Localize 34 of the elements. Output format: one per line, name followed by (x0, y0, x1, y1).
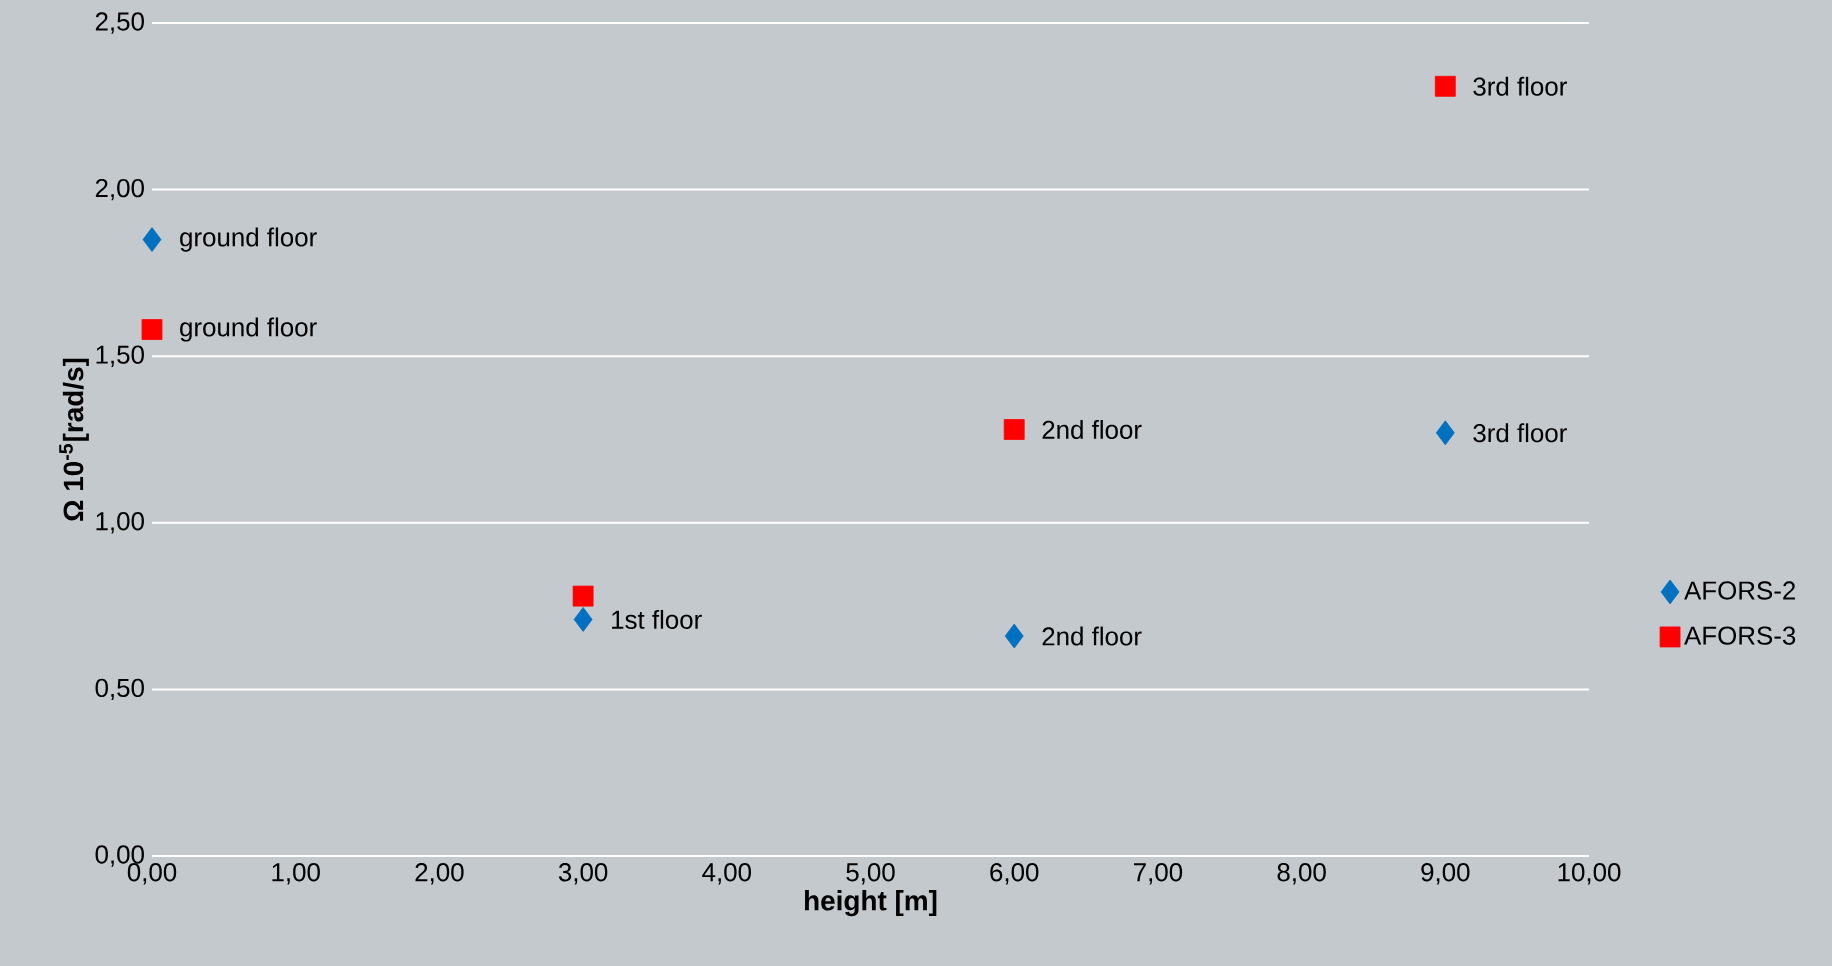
x-axis-title: height [m] (805, 890, 937, 917)
x-tick-label: 8,00 (1277, 863, 1326, 885)
annotation: ground floor (180, 227, 317, 252)
annotation: 3rd floor (1473, 76, 1567, 96)
y-tick-label: 1,00 (96, 512, 144, 534)
point (1435, 420, 1455, 446)
annotation: 2nd floor (1042, 626, 1142, 646)
point (141, 319, 163, 340)
x-tick-label: 10,00 (1558, 863, 1621, 885)
x-tick-label: 2,00 (415, 863, 464, 885)
annotation: 2nd floor (1042, 419, 1142, 440)
annotation: 3rd floor (1473, 423, 1567, 443)
point (1004, 623, 1024, 649)
x-tick-label: 7,00 (1134, 863, 1183, 885)
annotation: ground floor (180, 317, 317, 342)
x-tick-label: 1,00 (272, 863, 320, 885)
x-tick-label: 9,00 (1421, 863, 1470, 885)
y-axis-title: Ω 10$^{-5}$[rad/s] (59, 358, 89, 521)
x-tick-label: 6,00 (990, 863, 1039, 885)
point (142, 227, 162, 252)
legend-label: AFORS-2 (1684, 581, 1795, 600)
y-tick-label: 0,50 (95, 678, 144, 701)
x-tick-label: 4,00 (702, 863, 752, 885)
y-tick-label: 2,50 (95, 12, 144, 34)
point (1003, 419, 1025, 440)
y-tick-label: 1,50 (96, 345, 144, 367)
legend-label: AFORS-3 (1684, 626, 1796, 645)
point (1434, 75, 1456, 97)
x-tick-label: 5,00 (846, 863, 895, 885)
x-tick-label: 3,00 (558, 863, 608, 885)
annotation: 1st floor (612, 609, 702, 629)
point (572, 585, 594, 607)
y-tick-label: 2,00 (95, 178, 144, 201)
point (573, 607, 593, 632)
